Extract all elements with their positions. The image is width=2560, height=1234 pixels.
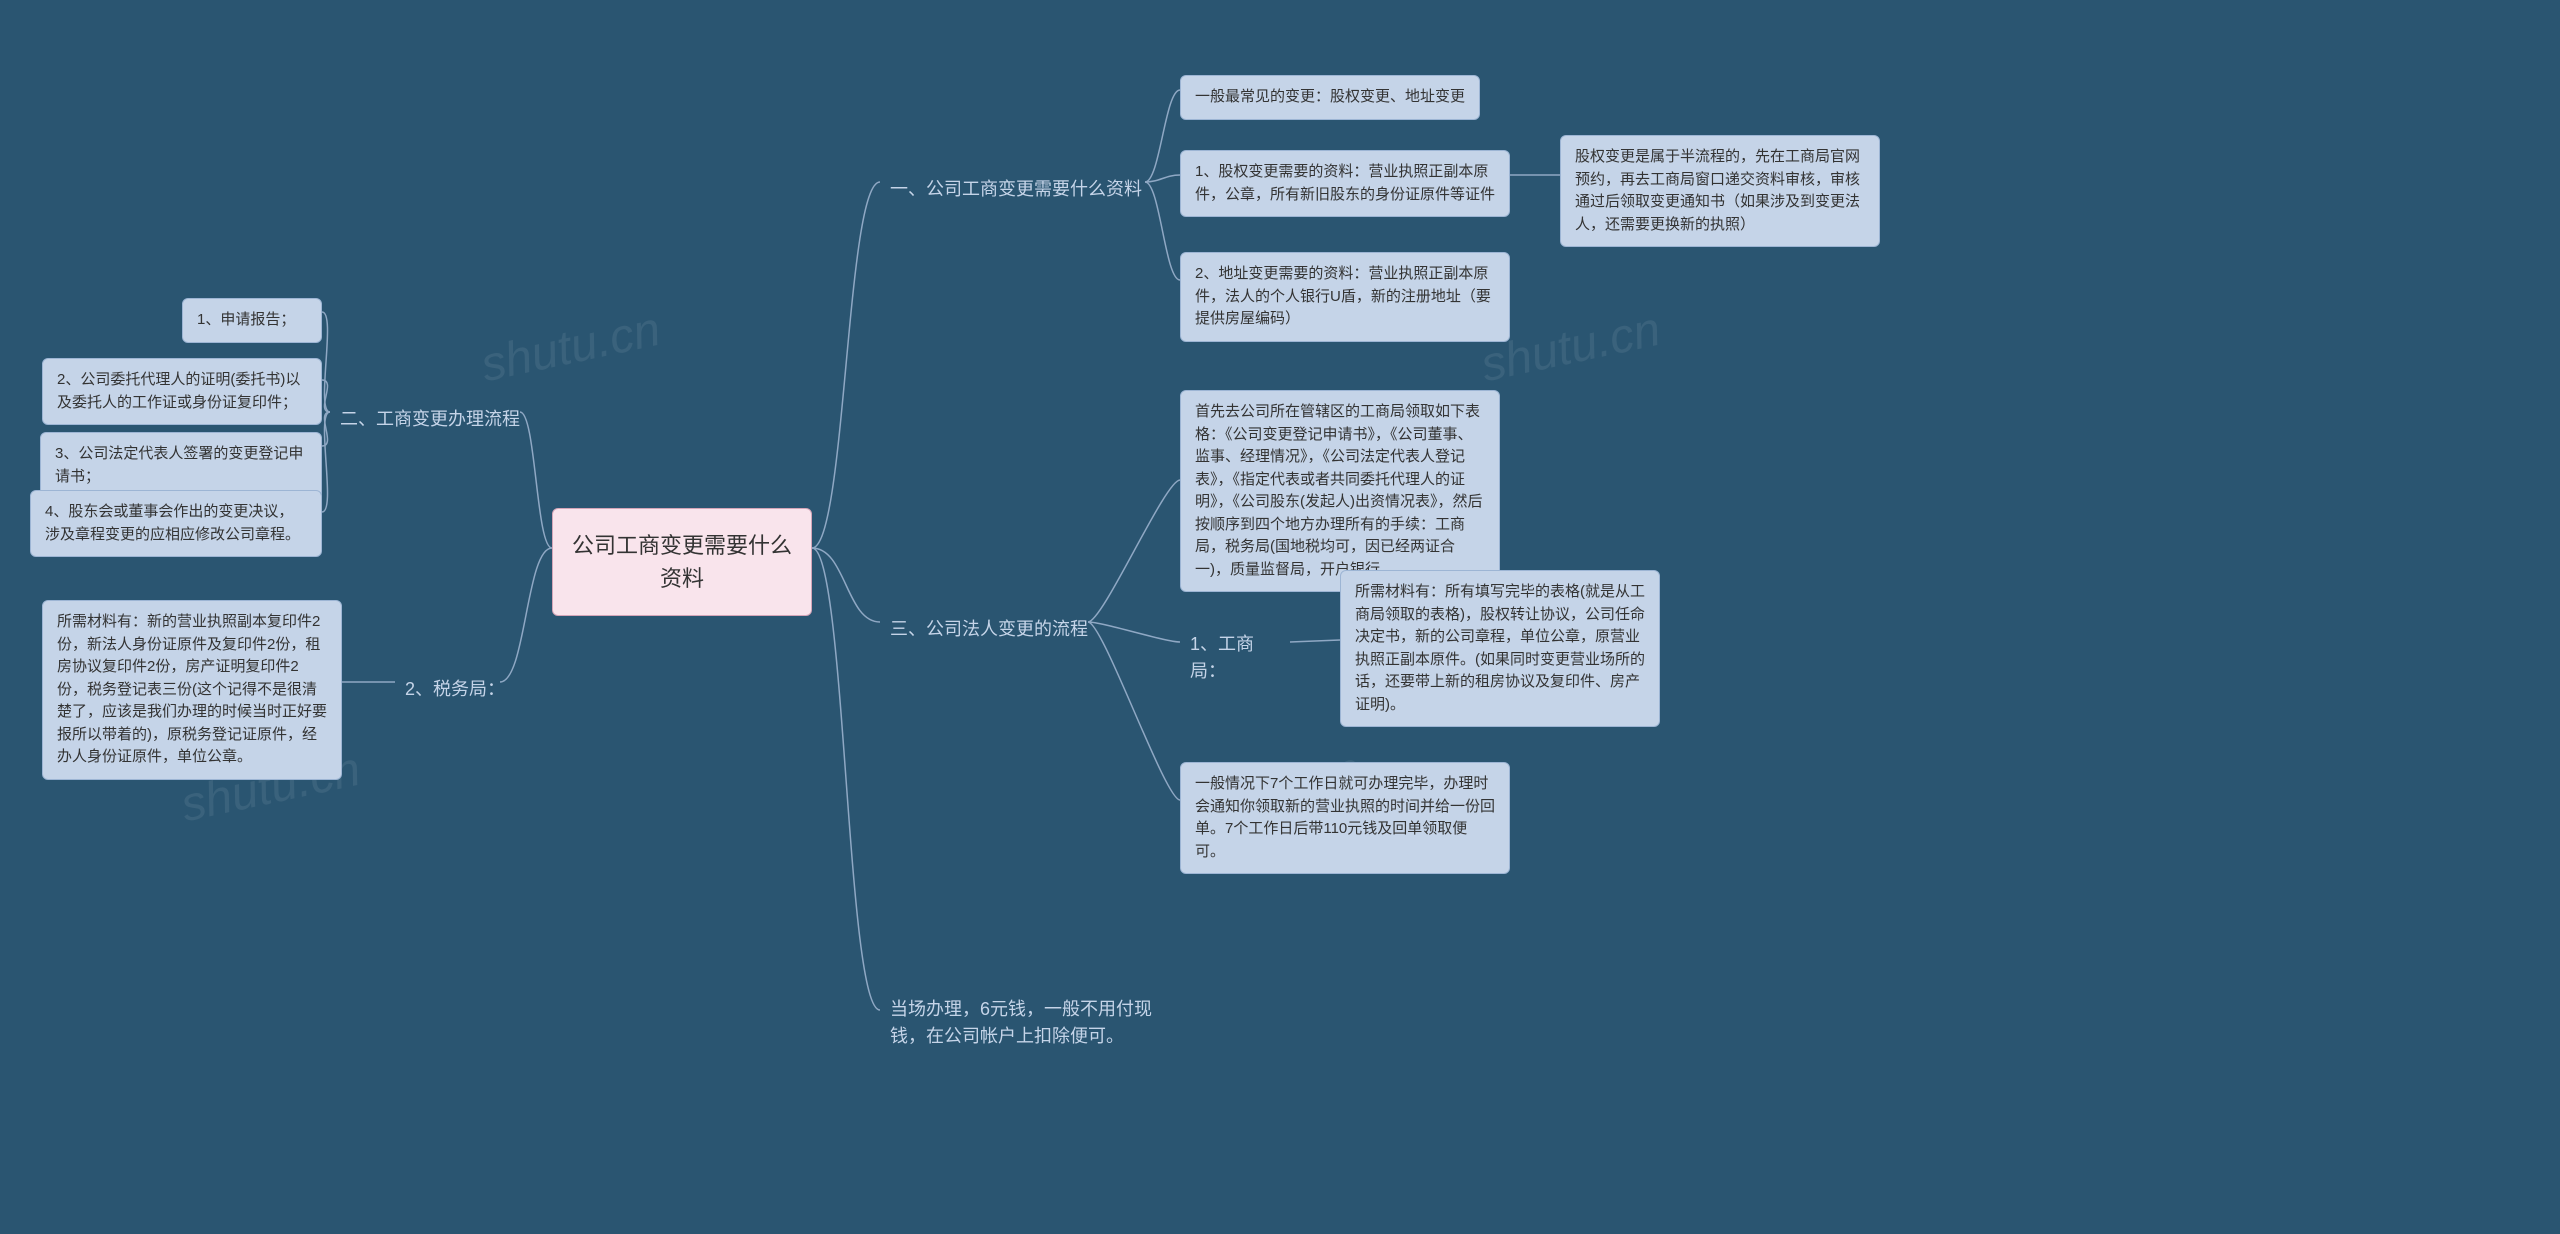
leaf-2-4: 4、股东会或董事会作出的变更决议，涉及章程变更的应相应修改公司章程。	[30, 490, 322, 557]
leaf-3-2: 一般情况下7个工作日就可办理完毕，办理时会通知你领取新的营业执照的时间并给一份回…	[1180, 762, 1510, 874]
leaf-3-0: 首先去公司所在管辖区的工商局领取如下表格：《公司变更登记申请书》，《公司董事、监…	[1180, 390, 1500, 592]
branch-5: 2、税务局：	[395, 670, 515, 709]
leaf-1-3: 2、地址变更需要的资料：营业执照正副本原件，法人的个人银行U盾，新的注册地址（要…	[1180, 252, 1510, 342]
leaf-3-1-1: 所需材料有：所有填写完毕的表格(就是从工商局领取的表格)，股权转让协议，公司任命…	[1340, 570, 1660, 727]
leaf-1-1: 一般最常见的变更：股权变更、地址变更	[1180, 75, 1480, 120]
branch-3: 三、公司法人变更的流程	[880, 610, 1098, 649]
branch-2: 二、工商变更办理流程	[330, 400, 530, 439]
leaf-2-2: 2、公司委托代理人的证明(委托书)以及委托人的工作证或身份证复印件；	[42, 358, 322, 425]
leaf-5-1: 所需材料有：新的营业执照副本复印件2份，新法人身份证原件及复印件2份，租房协议复…	[42, 600, 342, 780]
branch-1: 一、公司工商变更需要什么资料	[880, 170, 1152, 209]
branch-4: 当场办理，6元钱，一般不用付现钱，在公司帐户上扣除便可。	[880, 990, 1180, 1056]
leaf-1-2-1: 股权变更是属于半流程的，先在工商局官网预约，再去工商局窗口递交资料审核，审核通过…	[1560, 135, 1880, 247]
leaf-3-1: 1、工商局：	[1180, 625, 1290, 691]
leaf-1-2: 1、股权变更需要的资料：营业执照正副本原件，公章，所有新旧股东的身份证原件等证件	[1180, 150, 1510, 217]
mindmap-root: 公司工商变更需要什么资料	[552, 508, 812, 616]
watermark: shutu.cn	[476, 302, 665, 394]
leaf-2-3: 3、公司法定代表人签署的变更登记申请书；	[40, 432, 322, 499]
leaf-2-1: 1、申请报告；	[182, 298, 322, 343]
